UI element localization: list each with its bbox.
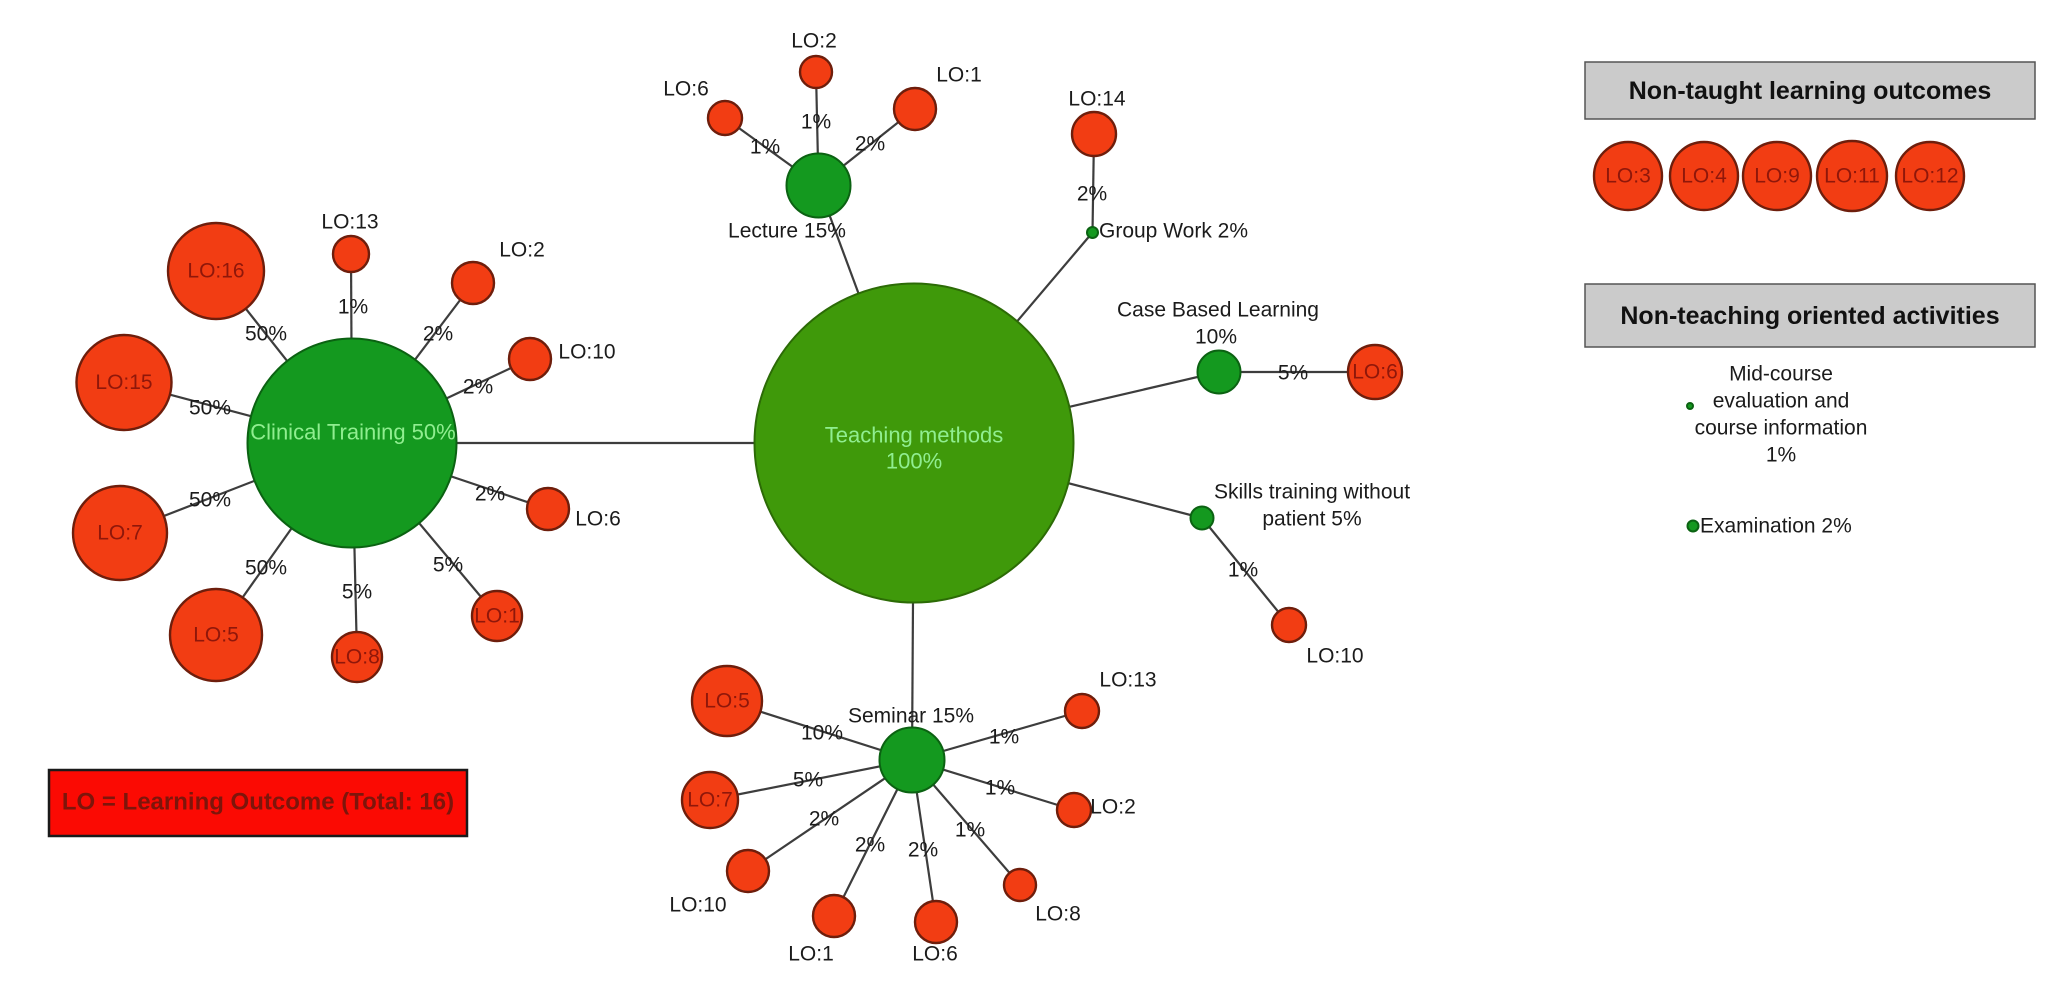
svg-text:50%: 50% — [189, 489, 231, 512]
svg-text:LO:4: LO:4 — [1681, 165, 1727, 188]
svg-text:10%: 10% — [801, 722, 843, 745]
svg-text:LO:10: LO:10 — [558, 341, 615, 364]
svg-text:LO:1: LO:1 — [788, 943, 834, 966]
svg-text:LO:16: LO:16 — [187, 260, 244, 283]
svg-text:5%: 5% — [342, 581, 372, 604]
svg-text:LO:10: LO:10 — [669, 894, 726, 917]
svg-text:Non-teaching oriented activiti: Non-teaching oriented activities — [1620, 302, 1999, 330]
svg-text:2%: 2% — [908, 839, 938, 862]
svg-text:5%: 5% — [793, 769, 823, 792]
svg-text:LO:6: LO:6 — [575, 508, 621, 531]
svg-text:evaluation and: evaluation and — [1713, 390, 1850, 413]
svg-text:2%: 2% — [855, 133, 885, 156]
svg-text:LO:10: LO:10 — [1306, 645, 1363, 668]
svg-text:LO:1: LO:1 — [936, 64, 982, 87]
svg-text:1%: 1% — [989, 726, 1019, 749]
svg-text:LO:12: LO:12 — [1901, 165, 1958, 188]
svg-text:LO:7: LO:7 — [687, 789, 733, 812]
svg-text:2%: 2% — [809, 808, 839, 831]
svg-text:LO = Learning Outcome (Total:: LO = Learning Outcome (Total: 16) — [62, 789, 454, 816]
svg-text:LO:14: LO:14 — [1068, 88, 1126, 111]
svg-text:Examination 2%: Examination 2% — [1700, 515, 1852, 538]
svg-text:LO:5: LO:5 — [193, 624, 239, 647]
svg-text:course information: course information — [1695, 417, 1868, 440]
svg-text:Mid-course: Mid-course — [1729, 363, 1833, 386]
svg-text:LO:3: LO:3 — [1605, 165, 1651, 188]
svg-text:1%: 1% — [338, 296, 368, 319]
svg-text:Non-taught learning outcomes: Non-taught learning outcomes — [1629, 77, 1992, 105]
svg-text:50%: 50% — [189, 397, 231, 420]
svg-text:Clinical Training 50%: Clinical Training 50% — [250, 420, 455, 445]
svg-text:Group Work 2%: Group Work 2% — [1099, 220, 1248, 243]
svg-text:LO:1: LO:1 — [474, 605, 520, 628]
svg-text:2%: 2% — [1077, 183, 1107, 206]
svg-text:LO:11: LO:11 — [1824, 165, 1880, 188]
svg-text:patient 5%: patient 5% — [1262, 508, 1361, 531]
svg-text:LO:2: LO:2 — [1090, 796, 1136, 819]
svg-text:50%: 50% — [245, 557, 287, 580]
svg-text:1%: 1% — [1766, 444, 1796, 467]
svg-text:LO:6: LO:6 — [912, 943, 958, 966]
svg-text:Lecture 15%: Lecture 15% — [728, 220, 846, 243]
svg-text:5%: 5% — [433, 554, 463, 577]
svg-text:LO:6: LO:6 — [663, 78, 709, 101]
svg-text:1%: 1% — [1228, 559, 1258, 582]
svg-text:LO:5: LO:5 — [704, 690, 750, 713]
svg-text:Teaching methods: Teaching methods — [825, 423, 1004, 448]
svg-text:5%: 5% — [1278, 362, 1308, 385]
svg-text:LO:6: LO:6 — [1352, 361, 1398, 384]
svg-text:LO:2: LO:2 — [499, 239, 545, 262]
svg-text:1%: 1% — [955, 819, 985, 842]
svg-text:50%: 50% — [245, 323, 287, 346]
svg-text:2%: 2% — [855, 834, 885, 857]
svg-text:LO:13: LO:13 — [1099, 669, 1156, 692]
svg-text:Case Based Learning: Case Based Learning — [1117, 299, 1319, 322]
svg-text:2%: 2% — [423, 323, 453, 346]
svg-text:LO:8: LO:8 — [1035, 903, 1081, 926]
svg-text:Skills training without: Skills training without — [1214, 481, 1410, 504]
svg-text:100%: 100% — [886, 449, 942, 474]
svg-text:2%: 2% — [475, 483, 505, 506]
svg-text:LO:8: LO:8 — [334, 646, 380, 669]
svg-text:LO:13: LO:13 — [321, 211, 378, 234]
svg-text:1%: 1% — [985, 777, 1015, 800]
svg-text:1%: 1% — [801, 111, 831, 134]
svg-text:10%: 10% — [1195, 326, 1237, 349]
svg-text:LO:15: LO:15 — [95, 371, 152, 394]
svg-text:LO:7: LO:7 — [97, 522, 143, 545]
svg-text:LO:9: LO:9 — [1754, 165, 1800, 188]
svg-text:Seminar 15%: Seminar 15% — [848, 705, 974, 728]
svg-text:LO:2: LO:2 — [791, 30, 837, 53]
svg-text:1%: 1% — [750, 136, 780, 159]
svg-text:2%: 2% — [463, 376, 493, 399]
